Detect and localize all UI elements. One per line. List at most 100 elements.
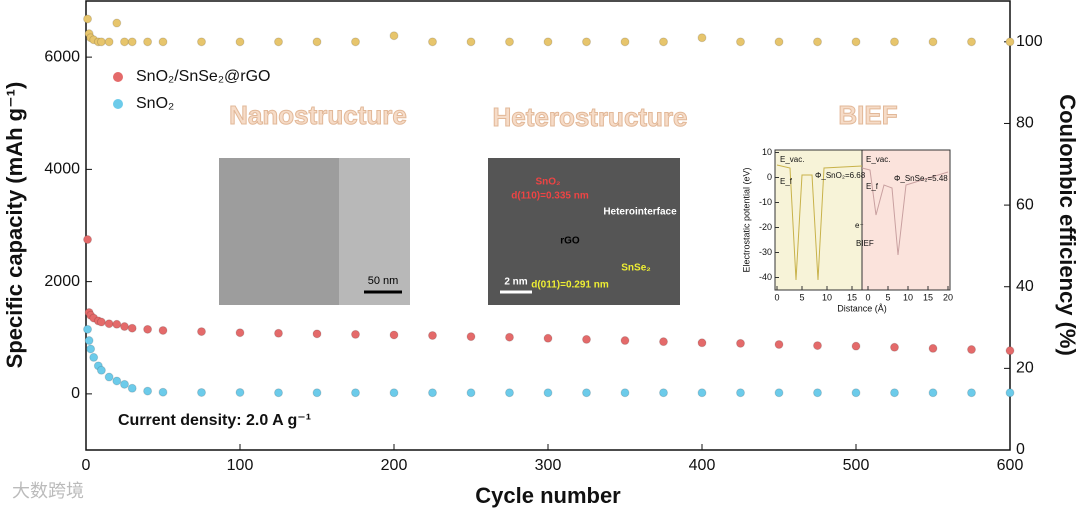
point — [197, 327, 206, 337]
point — [697, 33, 707, 43]
legend-marker — [113, 72, 123, 82]
point — [890, 342, 899, 352]
dft-x-tick-label: 20 — [943, 292, 953, 302]
point — [505, 332, 514, 342]
point — [351, 388, 360, 398]
dft-y-tick-label: 0 — [767, 172, 772, 182]
point — [197, 387, 206, 397]
point — [104, 372, 114, 382]
point — [127, 37, 137, 47]
y2-tick-label: 60 — [1016, 196, 1034, 213]
dft-label: E_vac. — [780, 155, 804, 164]
point — [104, 319, 114, 329]
point — [543, 333, 553, 343]
annotation: Current density: 2.0 A g⁻¹ — [118, 412, 311, 429]
dft-label: Φ_SnSe₂=5.48 — [894, 174, 948, 183]
point — [774, 37, 784, 47]
point — [158, 37, 168, 47]
dft-y-tick-label: -20 — [759, 222, 772, 232]
point — [967, 345, 976, 355]
point — [736, 388, 745, 398]
point — [235, 37, 245, 47]
point — [620, 37, 630, 47]
point — [928, 343, 938, 353]
tem-image-1-shade — [219, 158, 339, 305]
point — [274, 388, 283, 398]
point — [466, 388, 476, 398]
y2-tick-label: 40 — [1016, 278, 1034, 295]
point — [620, 388, 630, 398]
point — [697, 388, 707, 398]
dft-label: E_vac. — [866, 155, 890, 164]
y2-tick-label: 100 — [1016, 33, 1043, 50]
scale-label: 50 nm — [368, 275, 399, 287]
tem-image-2 — [488, 158, 680, 305]
tem-label: rGO — [560, 236, 580, 247]
x-tick-label: 100 — [227, 457, 254, 474]
point — [582, 388, 591, 398]
point — [312, 37, 322, 47]
dft-x-tick-label: 5 — [799, 292, 804, 302]
y2-tick-label: 0 — [1016, 441, 1025, 458]
point — [736, 338, 745, 348]
dft-y-tick-label: -30 — [759, 247, 772, 257]
dft-x-tick-label: 10 — [822, 292, 832, 302]
point — [120, 37, 129, 47]
point — [505, 388, 514, 398]
point — [1005, 346, 1015, 356]
point — [428, 388, 437, 398]
section-label: Heterostructure — [492, 102, 687, 132]
dft-y-label: Electrostatic potential (eV) — [741, 167, 751, 272]
section-label: BIEF — [838, 100, 897, 130]
point — [774, 388, 784, 398]
point — [83, 14, 93, 24]
point — [312, 388, 322, 398]
tem-label: SnSe₂ — [621, 263, 650, 274]
point — [104, 37, 114, 47]
point — [967, 388, 976, 398]
dft-x-tick-label: 15 — [923, 292, 933, 302]
point — [697, 338, 707, 348]
point — [112, 376, 122, 386]
point — [813, 341, 822, 351]
point — [928, 388, 938, 398]
dft-y-tick-label: -40 — [759, 272, 772, 282]
x-tick-label: 300 — [535, 457, 562, 474]
point — [120, 379, 129, 389]
point — [890, 37, 899, 47]
tem-label: d(011)=0.291 nm — [531, 280, 609, 291]
dft-curve — [776, 164, 863, 281]
point — [197, 37, 206, 47]
point — [1005, 37, 1015, 47]
point — [86, 344, 96, 354]
dft-label: Φ_SnO₂=6.68 — [815, 171, 866, 180]
x-axis-label: Cycle number — [475, 483, 621, 508]
dft-label: E_f — [866, 182, 879, 191]
point — [851, 37, 861, 47]
point — [96, 37, 106, 47]
watermark: 大数跨境 — [12, 481, 84, 501]
x-tick-label: 600 — [997, 457, 1024, 474]
dft-label: E_f — [780, 177, 793, 186]
y-tick-label: 2000 — [44, 273, 80, 290]
dft-y-tick-label: 10 — [762, 147, 772, 157]
dft-x-label: Distance (Å) — [837, 303, 887, 313]
point — [127, 383, 137, 393]
point — [389, 31, 399, 41]
point — [96, 365, 106, 375]
point — [851, 388, 861, 398]
point — [274, 37, 283, 47]
y-axis-label: Specific capacity (mAh g⁻¹) — [2, 82, 27, 369]
dft-label: BIEF — [856, 239, 874, 248]
point — [158, 387, 168, 397]
point — [143, 324, 153, 334]
point — [505, 37, 514, 47]
point — [890, 388, 899, 398]
point — [659, 37, 668, 47]
point — [659, 337, 668, 347]
dft-x-tick-label: 5 — [885, 292, 890, 302]
x-tick-label: 200 — [381, 457, 408, 474]
x-tick-label: 0 — [82, 457, 91, 474]
dft-x-tick-label: 0 — [774, 292, 779, 302]
